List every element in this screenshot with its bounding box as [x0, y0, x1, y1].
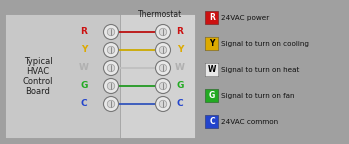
- Circle shape: [104, 24, 119, 39]
- Text: Typical: Typical: [24, 57, 52, 67]
- Circle shape: [107, 82, 115, 90]
- Text: W: W: [175, 64, 185, 72]
- Text: Y: Y: [81, 46, 87, 54]
- Circle shape: [156, 24, 171, 39]
- Circle shape: [159, 28, 167, 36]
- Circle shape: [107, 100, 115, 108]
- Circle shape: [159, 64, 167, 72]
- Text: HVAC: HVAC: [27, 68, 50, 76]
- Text: Signal to turn on heat: Signal to turn on heat: [221, 67, 299, 73]
- Text: W: W: [208, 66, 216, 74]
- Text: R: R: [177, 28, 184, 36]
- Circle shape: [107, 28, 115, 36]
- Circle shape: [107, 46, 115, 54]
- Circle shape: [104, 42, 119, 57]
- Circle shape: [159, 100, 167, 108]
- Text: 24VAC power: 24VAC power: [221, 15, 269, 21]
- Circle shape: [159, 46, 167, 54]
- Circle shape: [104, 96, 119, 111]
- Bar: [120, 14, 195, 138]
- Text: R: R: [209, 14, 215, 22]
- Circle shape: [156, 78, 171, 93]
- Text: C: C: [177, 100, 183, 108]
- Text: Board: Board: [25, 88, 51, 96]
- Text: W: W: [79, 64, 89, 72]
- FancyBboxPatch shape: [205, 89, 219, 103]
- Text: G: G: [80, 82, 88, 90]
- Circle shape: [159, 82, 167, 90]
- Circle shape: [107, 64, 115, 72]
- FancyBboxPatch shape: [205, 11, 219, 25]
- Text: Control: Control: [23, 77, 53, 87]
- Circle shape: [104, 78, 119, 93]
- Text: Y: Y: [209, 39, 215, 49]
- Text: C: C: [209, 118, 215, 126]
- Text: Signal to turn on cooling: Signal to turn on cooling: [221, 41, 309, 47]
- Text: C: C: [81, 100, 87, 108]
- Circle shape: [104, 60, 119, 75]
- Bar: [5, 14, 135, 138]
- FancyBboxPatch shape: [205, 37, 219, 51]
- Circle shape: [156, 96, 171, 111]
- FancyBboxPatch shape: [205, 63, 219, 77]
- Text: Thermostat: Thermostat: [138, 10, 182, 19]
- Text: G: G: [176, 82, 184, 90]
- Text: Y: Y: [177, 46, 183, 54]
- Text: Signal to turn on fan: Signal to turn on fan: [221, 93, 295, 99]
- Circle shape: [156, 60, 171, 75]
- FancyBboxPatch shape: [205, 115, 219, 129]
- Text: 24VAC common: 24VAC common: [221, 119, 278, 125]
- Text: G: G: [209, 91, 215, 101]
- Circle shape: [156, 42, 171, 57]
- Text: R: R: [81, 28, 88, 36]
